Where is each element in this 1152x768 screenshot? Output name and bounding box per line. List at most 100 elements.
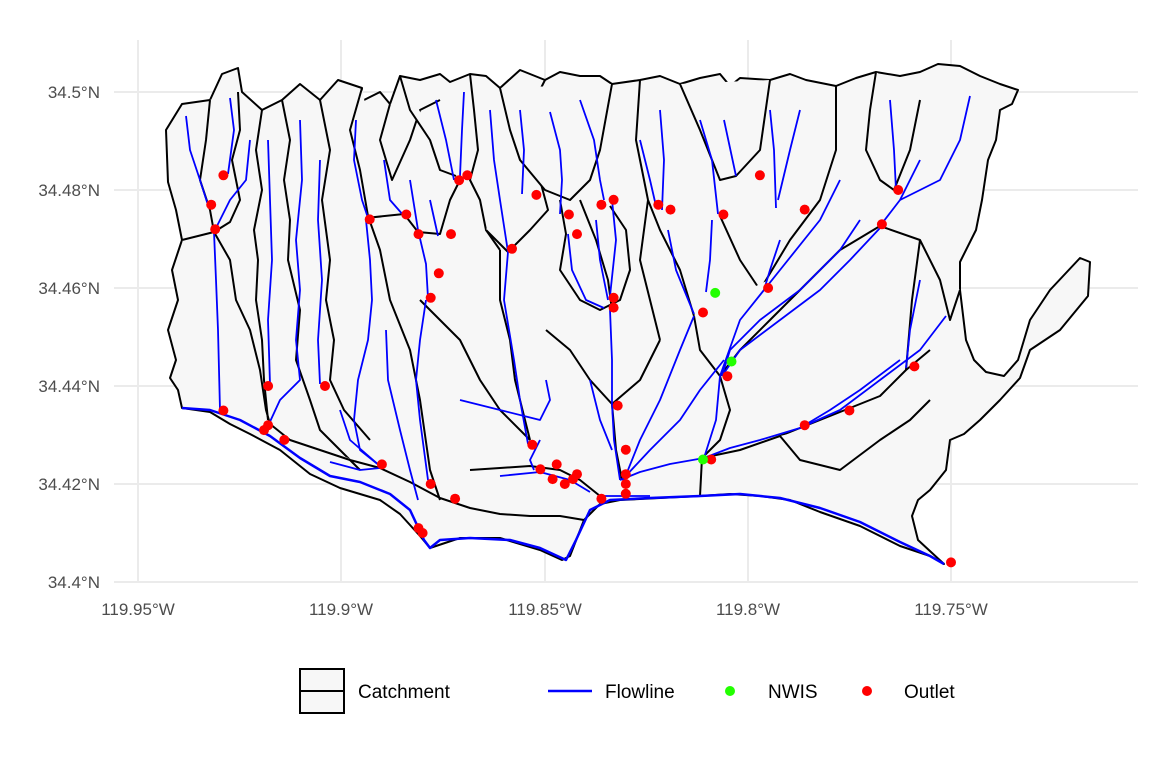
flowline bbox=[579, 99, 605, 201]
legend-flowline-label: Flowline bbox=[605, 682, 675, 703]
outlet-point bbox=[718, 209, 729, 220]
outlet-point bbox=[376, 459, 387, 470]
y-tick-label: 34.4°N bbox=[48, 573, 100, 592]
catchment-divide bbox=[319, 99, 371, 441]
coastal-flowline bbox=[181, 406, 945, 566]
outlet-point bbox=[547, 474, 558, 485]
x-tick-label: 119.95°W bbox=[101, 600, 175, 619]
flowline bbox=[899, 95, 971, 201]
legend-outlet-key bbox=[862, 686, 872, 696]
flowline bbox=[415, 299, 429, 481]
flowline bbox=[589, 379, 613, 451]
outlet-point bbox=[893, 185, 904, 195]
outlet-point bbox=[279, 434, 290, 445]
outlet-point bbox=[620, 488, 631, 499]
outlet-point bbox=[608, 194, 619, 205]
catchment-divide bbox=[639, 199, 661, 341]
flowline bbox=[317, 159, 323, 385]
flowline bbox=[385, 329, 419, 501]
legend-nwis-label: NWIS bbox=[768, 682, 818, 703]
outlet-point bbox=[559, 479, 570, 489]
flowline bbox=[667, 229, 695, 315]
catchment-divide bbox=[699, 375, 731, 497]
outlet-point bbox=[450, 493, 461, 504]
outlet-point bbox=[364, 214, 375, 225]
x-tick-label: 119.85°W bbox=[508, 600, 582, 619]
outlet-point bbox=[876, 219, 887, 230]
x-axis-ticks: 119.95°W 119.9°W 119.85°W 119.8°W 119.75… bbox=[101, 600, 988, 619]
outlet-point bbox=[620, 444, 631, 455]
outlet-point bbox=[527, 439, 538, 450]
flowline bbox=[429, 199, 439, 237]
outlet-point bbox=[531, 189, 542, 200]
outlet-point bbox=[722, 371, 733, 382]
flowline bbox=[435, 99, 455, 181]
outlet-point bbox=[653, 199, 664, 210]
outlet-point bbox=[563, 209, 574, 220]
outlet-point bbox=[551, 459, 562, 470]
flowline bbox=[623, 315, 695, 481]
catchment-divide bbox=[679, 79, 771, 181]
nwis-points bbox=[698, 287, 737, 465]
flowline bbox=[609, 309, 621, 481]
outlet-point bbox=[446, 229, 456, 240]
flowline bbox=[267, 119, 303, 427]
outlet-point bbox=[698, 307, 708, 318]
x-tick-label: 119.75°W bbox=[914, 600, 988, 619]
flowline bbox=[719, 179, 841, 377]
outlet-point bbox=[206, 199, 217, 210]
outlet-point bbox=[218, 170, 229, 181]
outlet-point bbox=[263, 381, 274, 391]
legend-catchment-label: Catchment bbox=[358, 682, 451, 703]
outlet-point bbox=[535, 464, 546, 475]
flowline bbox=[549, 111, 563, 215]
flowline bbox=[639, 139, 657, 207]
x-tick-label: 119.9°W bbox=[309, 600, 373, 619]
outlet-point bbox=[946, 557, 956, 568]
shoreline-flowline bbox=[181, 406, 945, 566]
outlet-point bbox=[425, 479, 436, 489]
flowline-layer bbox=[185, 91, 971, 501]
outlet-point bbox=[799, 420, 810, 431]
catchment-divide bbox=[181, 231, 271, 425]
outlet-point bbox=[620, 479, 631, 489]
nwis-point bbox=[726, 356, 737, 367]
catchment-divide bbox=[545, 329, 661, 405]
outlet-point bbox=[665, 204, 676, 215]
flowline bbox=[339, 409, 381, 467]
flowline bbox=[799, 359, 901, 429]
flowline bbox=[353, 119, 369, 219]
outlet-point bbox=[413, 229, 424, 240]
legend-nwis-key bbox=[725, 686, 735, 696]
flowline bbox=[769, 109, 777, 209]
outlet-point bbox=[507, 243, 517, 254]
outlet-point bbox=[218, 405, 229, 416]
outlet-point bbox=[596, 199, 607, 210]
outlet-point bbox=[425, 292, 436, 303]
outlet-point bbox=[210, 224, 221, 235]
outlet-point bbox=[259, 425, 269, 436]
outlet-point bbox=[608, 292, 619, 303]
outlet-points bbox=[206, 170, 956, 568]
x-tick-label: 119.8°W bbox=[716, 600, 780, 619]
flowline bbox=[609, 199, 617, 297]
y-axis-ticks: 34.4°N 34.42°N 34.44°N 34.46°N 34.48°N 3… bbox=[38, 83, 100, 592]
flowline bbox=[721, 227, 881, 377]
outlet-point bbox=[608, 302, 619, 313]
flowline bbox=[227, 97, 235, 175]
flowline bbox=[723, 119, 737, 177]
catchment-divide bbox=[701, 349, 931, 459]
nwis-point bbox=[698, 454, 708, 465]
y-tick-label: 34.42°N bbox=[38, 475, 100, 494]
outlet-point bbox=[612, 400, 623, 411]
outlet-point bbox=[620, 469, 631, 480]
outlet-point bbox=[572, 229, 582, 240]
outlet-point bbox=[417, 528, 428, 538]
flowline bbox=[267, 139, 273, 385]
flowline bbox=[721, 219, 861, 377]
legend: Catchment Flowline NWIS Outlet bbox=[299, 668, 955, 714]
outlet-point bbox=[454, 175, 465, 186]
flowline bbox=[459, 91, 465, 177]
flowline bbox=[503, 251, 529, 445]
